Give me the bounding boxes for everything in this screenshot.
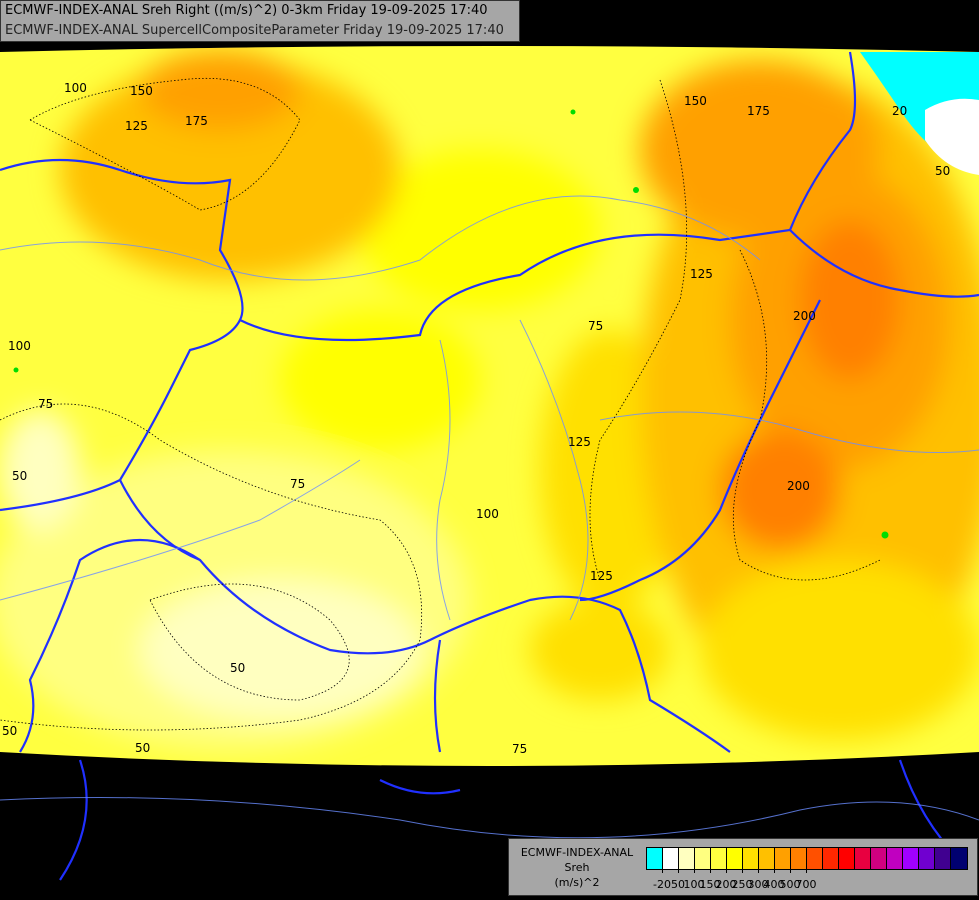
contour-label: 50 xyxy=(135,741,150,755)
legend-model: ECMWF-INDEX-ANAL xyxy=(520,846,634,859)
scp-marker xyxy=(633,187,639,193)
legend-tick-label: 200 xyxy=(715,878,737,891)
legend-swatch xyxy=(871,848,887,869)
legend-swatch xyxy=(647,848,663,869)
legend-swatch xyxy=(887,848,903,869)
legend-swatch xyxy=(711,848,727,869)
legend-tick-label: 300 xyxy=(747,878,769,891)
legend-tick-label: 400 xyxy=(763,878,785,891)
contour-label: 20 xyxy=(892,104,907,118)
scp-marker xyxy=(570,109,576,115)
legend-swatch xyxy=(727,848,743,869)
legend-swatch xyxy=(919,848,935,869)
contour-label: 50 xyxy=(935,164,950,178)
legend-tick xyxy=(662,869,663,873)
legend-tick xyxy=(774,869,775,873)
legend-swatch xyxy=(839,848,855,869)
legend-swatch xyxy=(807,848,823,869)
contour-label: 75 xyxy=(38,397,53,411)
legend-tick-label: 700 xyxy=(795,878,817,891)
scp-markers xyxy=(13,109,889,539)
legend-tick-label: -20 xyxy=(653,878,671,891)
legend-swatch xyxy=(695,848,711,869)
contour-label: 100 xyxy=(8,339,31,353)
contour-label: 125 xyxy=(690,267,713,281)
color-legend: ECMWF-INDEX-ANAL Sreh (m/s)^2 -20 50 100 15… xyxy=(508,838,978,896)
contour-label: 125 xyxy=(590,569,613,583)
legend-unit: (m/s)^2 xyxy=(554,876,600,889)
legend-swatch xyxy=(759,848,775,869)
contour-label: 200 xyxy=(787,479,810,493)
scp-marker xyxy=(881,531,889,539)
contour-label: 175 xyxy=(747,104,770,118)
contour-label: 100 xyxy=(64,81,87,95)
contour-label: 150 xyxy=(130,84,153,98)
legend-tick xyxy=(758,869,759,873)
title-line-1: ECMWF-INDEX-ANAL Sreh Right ((m/s)^2) 0-… xyxy=(5,3,488,18)
legend-tick-label: 100 xyxy=(683,878,705,891)
contour-label: 75 xyxy=(290,477,305,491)
legend-tick xyxy=(694,869,695,873)
legend-tick xyxy=(710,869,711,873)
rivers xyxy=(0,195,979,839)
contour-label: 50 xyxy=(12,469,27,483)
country-borders xyxy=(0,51,979,881)
legend-swatch xyxy=(823,848,839,869)
legend-tick xyxy=(678,869,679,873)
legend-swatch xyxy=(791,848,807,869)
legend-tick xyxy=(726,869,727,873)
legend-tick xyxy=(806,869,807,873)
legend-swatch xyxy=(679,848,695,869)
legend-variable: Sreh xyxy=(564,861,590,874)
map-title: ECMWF-INDEX-ANAL Sreh Right ((m/s)^2) 0-… xyxy=(0,0,520,42)
legend-tick-label: 500 xyxy=(779,878,801,891)
contour-label: 75 xyxy=(588,319,603,333)
contour-label: 175 xyxy=(185,114,208,128)
contour-label: 75 xyxy=(512,742,527,756)
legend-tick-label: 150 xyxy=(699,878,721,891)
contour-label: 50 xyxy=(230,661,245,675)
legend-label: ECMWF-INDEX-ANAL Sreh (m/s)^2 xyxy=(513,845,641,890)
legend-swatch xyxy=(935,848,951,869)
contour-label: 50 xyxy=(2,724,17,738)
contour-labels: 100 150 125 175 150 175 20 50 125 200 10… xyxy=(2,81,950,756)
contour-label: 100 xyxy=(476,507,499,521)
legend-swatch xyxy=(951,848,967,869)
legend-swatch xyxy=(743,848,759,869)
legend-ticks: -20 50 100 150 200 250 300 400 500 700 xyxy=(646,869,968,893)
legend-swatch xyxy=(663,848,679,869)
legend-tick-label: 250 xyxy=(731,878,753,891)
legend-tick-label: 50 xyxy=(671,878,685,891)
legend-swatch xyxy=(775,848,791,869)
contour-label: 200 xyxy=(793,309,816,323)
title-line-2: ECMWF-INDEX-ANAL SupercellCompositeParam… xyxy=(5,23,504,38)
legend-tick xyxy=(742,869,743,873)
contour-label: 125 xyxy=(125,119,148,133)
scp-marker xyxy=(13,367,19,373)
legend-swatch xyxy=(903,848,919,869)
legend-swatches xyxy=(646,847,968,870)
contour-label: 125 xyxy=(568,435,591,449)
contours xyxy=(0,77,881,731)
legend-swatch xyxy=(855,848,871,869)
legend-tick xyxy=(790,869,791,873)
contour-label: 150 xyxy=(684,94,707,108)
